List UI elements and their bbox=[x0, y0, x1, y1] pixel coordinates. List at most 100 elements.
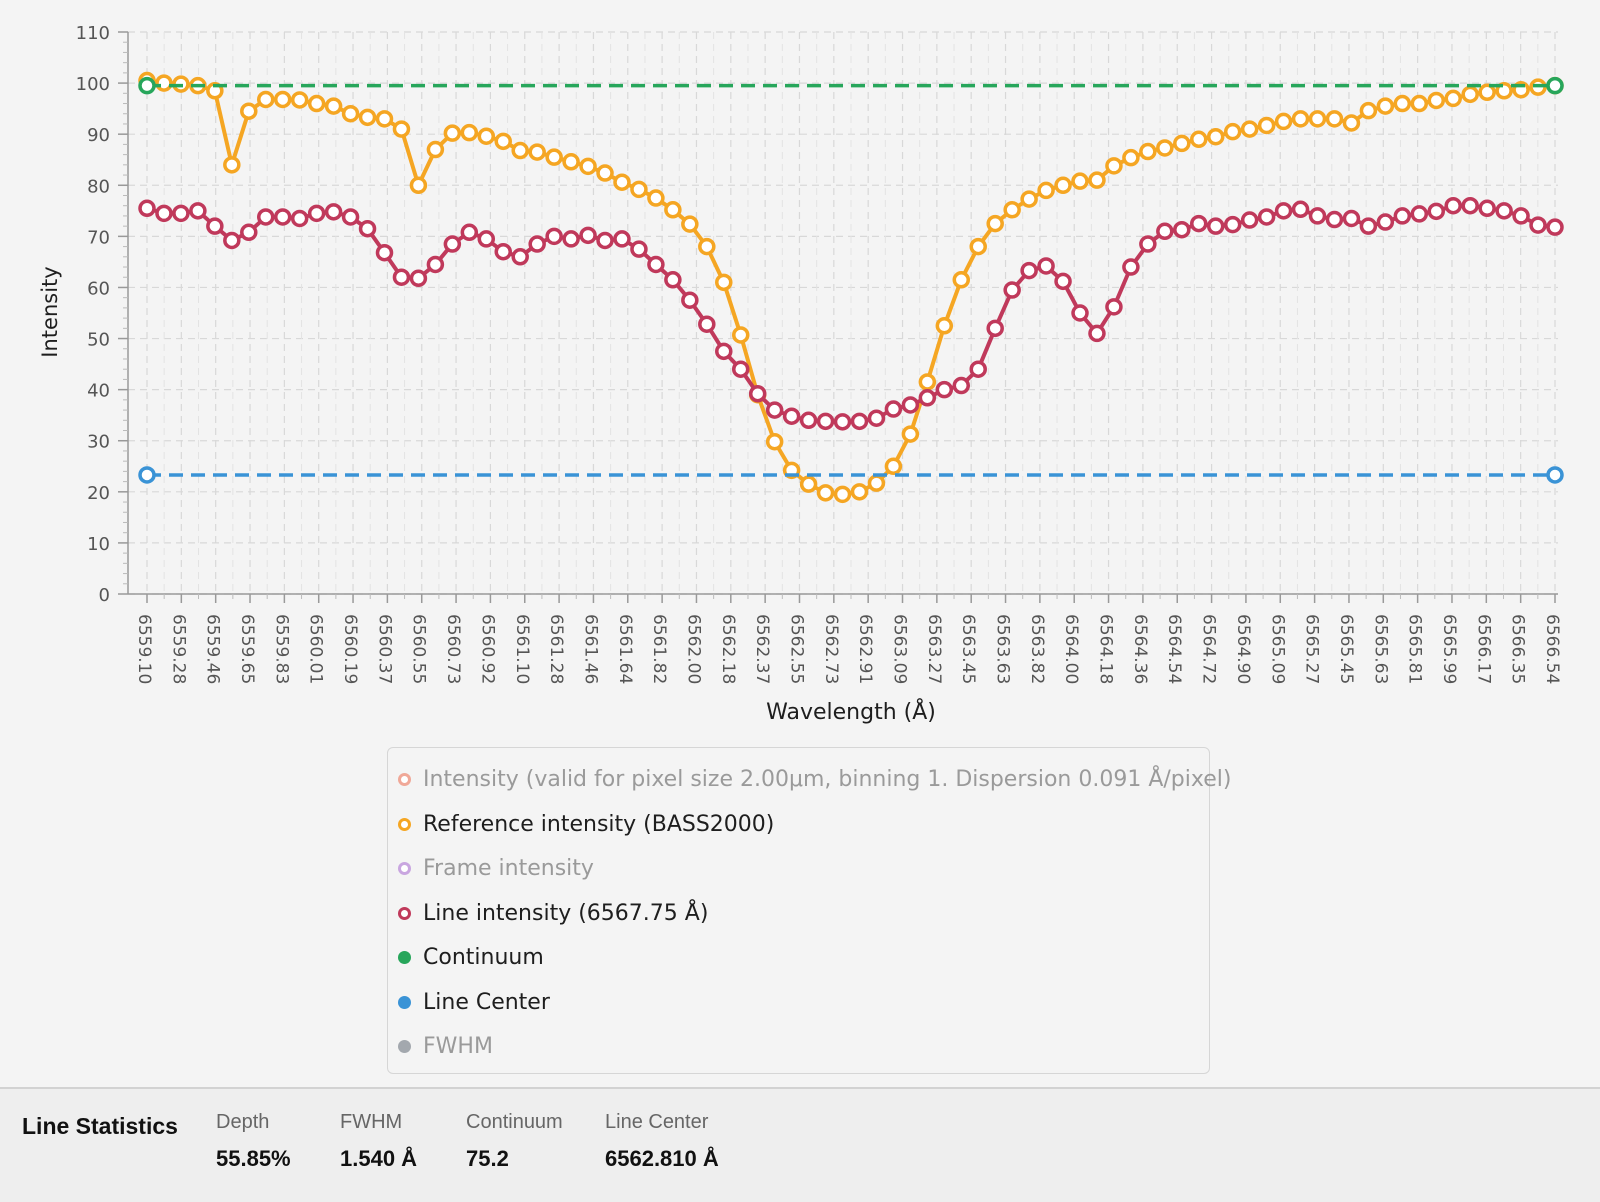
stat-fwhm: FWHM 1.540 Å bbox=[340, 1111, 417, 1172]
stat-line-center-label: Line Center bbox=[605, 1111, 709, 1133]
chart-axes bbox=[127, 32, 1558, 595]
y-tick-label: 60 bbox=[87, 278, 110, 299]
line-intensity-6567-75-point bbox=[715, 342, 733, 361]
reference-intensity-bass2000-point bbox=[630, 180, 648, 199]
legend-item-line-center[interactable]: Line Center bbox=[398, 987, 550, 1017]
reference-intensity-bass2000-point bbox=[901, 425, 920, 443]
legend-item-reference-intensity[interactable]: Reference intensity (BASS2000) bbox=[398, 809, 774, 839]
x-tick-label: 6559.28 bbox=[168, 614, 188, 684]
filled-circle-icon bbox=[398, 1039, 411, 1053]
x-tick-label: 6564.18 bbox=[1096, 614, 1116, 684]
reference-intensity-bass2000-point bbox=[1088, 171, 1106, 189]
reference-intensity-bass2000-point bbox=[986, 214, 1004, 233]
line-statistics-title: Line Statistics bbox=[22, 1113, 178, 1139]
reference-intensity-bass2000-point bbox=[358, 108, 377, 127]
x-tick-label: 6566.17 bbox=[1473, 614, 1493, 684]
line-intensity-6567-75-point bbox=[1020, 261, 1038, 280]
continuum-point bbox=[138, 76, 156, 95]
x-tick-label: 6561.28 bbox=[546, 614, 566, 684]
reference-intensity-bass2000-point bbox=[1444, 89, 1462, 108]
reference-intensity-bass2000-point bbox=[477, 127, 496, 145]
line-intensity-6567-75-point bbox=[1359, 217, 1378, 235]
reference-intensity-bass2000-point bbox=[341, 104, 360, 123]
legend-item-continuum[interactable]: Continuum bbox=[398, 942, 544, 972]
legend-item-line-intensity[interactable]: Line intensity (6567.75 Å) bbox=[398, 898, 708, 928]
reference-intensity-bass2000-point bbox=[1190, 130, 1208, 149]
line-intensity-6567-75-point bbox=[1410, 205, 1429, 223]
reference-intensity-bass2000-point bbox=[833, 485, 852, 504]
x-tick-label: 6561.64 bbox=[615, 614, 635, 684]
line-intensity-6567-75-point bbox=[1325, 210, 1344, 229]
y-tick-label: 40 bbox=[87, 381, 110, 402]
reference-intensity-bass2000-point bbox=[952, 271, 971, 289]
legend-label: Reference intensity (BASS2000) bbox=[423, 811, 775, 837]
line-intensity-6567-75-point bbox=[392, 268, 411, 286]
reference-intensity-bass2000-point bbox=[290, 91, 309, 109]
reference-intensity-bass2000-point bbox=[681, 215, 699, 233]
reference-intensity-bass2000-point bbox=[1037, 181, 1055, 200]
reference-intensity-bass2000-point bbox=[1342, 114, 1361, 132]
line-center-point bbox=[1546, 466, 1564, 484]
reference-intensity-bass2000-point bbox=[918, 373, 937, 391]
legend-label: Line intensity (6567.75 Å) bbox=[423, 900, 709, 926]
y-tick-label: 20 bbox=[87, 483, 110, 504]
line-intensity-6567-75-point bbox=[952, 376, 971, 395]
line-intensity-6567-75-point bbox=[884, 400, 903, 418]
reference-intensity-bass2000-point bbox=[375, 110, 394, 128]
x-tick-label: 6564.00 bbox=[1061, 614, 1081, 684]
hollow-circle-icon bbox=[398, 906, 411, 920]
reference-intensity-bass2000-point bbox=[647, 189, 665, 207]
legend-label: FWHM bbox=[423, 1033, 493, 1059]
reference-intensity-bass2000-point bbox=[240, 102, 258, 120]
legend-item-fwhm[interactable]: FWHM bbox=[398, 1031, 493, 1061]
reference-intensity-bass2000-point bbox=[494, 132, 512, 151]
reference-intensity-bass2000-point bbox=[969, 237, 987, 256]
line-intensity-6567-75-point bbox=[1122, 258, 1140, 276]
legend-label: Frame intensity bbox=[423, 855, 594, 881]
line-intensity-6567-75-point bbox=[1071, 304, 1089, 322]
x-tick-label: 6563.27 bbox=[924, 614, 944, 684]
legend-item-frame-intensity[interactable]: Frame intensity bbox=[398, 853, 594, 883]
stat-line-center-value: 6562.810 Å bbox=[605, 1146, 719, 1171]
stat-continuum: Continuum 75.2 bbox=[466, 1111, 563, 1172]
line-intensity-6567-75-point bbox=[647, 255, 665, 274]
x-tick-label: 6559.65 bbox=[237, 614, 257, 684]
filled-circle-icon bbox=[398, 995, 411, 1009]
reference-intensity-bass2000-point bbox=[664, 201, 682, 219]
reference-intensity-bass2000-point bbox=[1105, 157, 1123, 175]
line-intensity-6567-75-point bbox=[1427, 202, 1446, 221]
line-intensity-6567-75-point bbox=[765, 401, 784, 419]
x-tick-label: 6562.55 bbox=[786, 614, 806, 684]
line-intensity-6567-75-point bbox=[528, 235, 546, 253]
line-intensity-6567-75-point bbox=[273, 208, 292, 226]
line-intensity-6567-75-point bbox=[935, 380, 954, 399]
x-tick-label: 6559.10 bbox=[134, 614, 154, 684]
x-tick-label: 6559.83 bbox=[271, 614, 291, 684]
line-intensity-6567-75-point bbox=[155, 204, 173, 223]
x-tick-label: 6565.99 bbox=[1439, 614, 1459, 684]
line-intensity-6567-75-point bbox=[918, 389, 937, 407]
x-tick-label: 6565.09 bbox=[1267, 614, 1287, 684]
filled-circle-icon bbox=[398, 950, 411, 964]
reference-intensity-bass2000-point bbox=[1206, 127, 1225, 146]
line-intensity-6567-75-point bbox=[1003, 281, 1021, 299]
reference-intensity-bass2000-point bbox=[935, 317, 954, 335]
reference-intensity-bass2000-point bbox=[256, 90, 275, 109]
line-intensity-6567-75-point bbox=[1156, 222, 1174, 241]
reference-intensity-bass2000-point bbox=[1257, 116, 1276, 135]
line-intensity-6567-75-point bbox=[206, 217, 224, 235]
reference-intensity-bass2000-point bbox=[1071, 172, 1089, 190]
x-tick-label: 6562.73 bbox=[821, 614, 841, 684]
reference-intensity-bass2000-point bbox=[562, 153, 580, 171]
reference-intensity-bass2000-point bbox=[1122, 148, 1140, 167]
line-intensity-6567-75-point bbox=[341, 208, 360, 226]
line-intensity-6567-75-point bbox=[630, 240, 648, 258]
x-tick-label: 6561.46 bbox=[580, 614, 600, 684]
stat-continuum-value: 75.2 bbox=[466, 1146, 509, 1171]
reference-intensity-bass2000-point bbox=[1173, 134, 1191, 153]
legend-item-intensity[interactable]: Intensity (valid for pixel size 2.00μm, … bbox=[398, 764, 1231, 794]
continuum-point bbox=[1546, 76, 1564, 95]
reference-intensity-bass2000-point bbox=[613, 173, 631, 191]
line-intensity-6567-75-point bbox=[562, 230, 580, 248]
line-intensity-6567-75-point bbox=[664, 271, 682, 289]
